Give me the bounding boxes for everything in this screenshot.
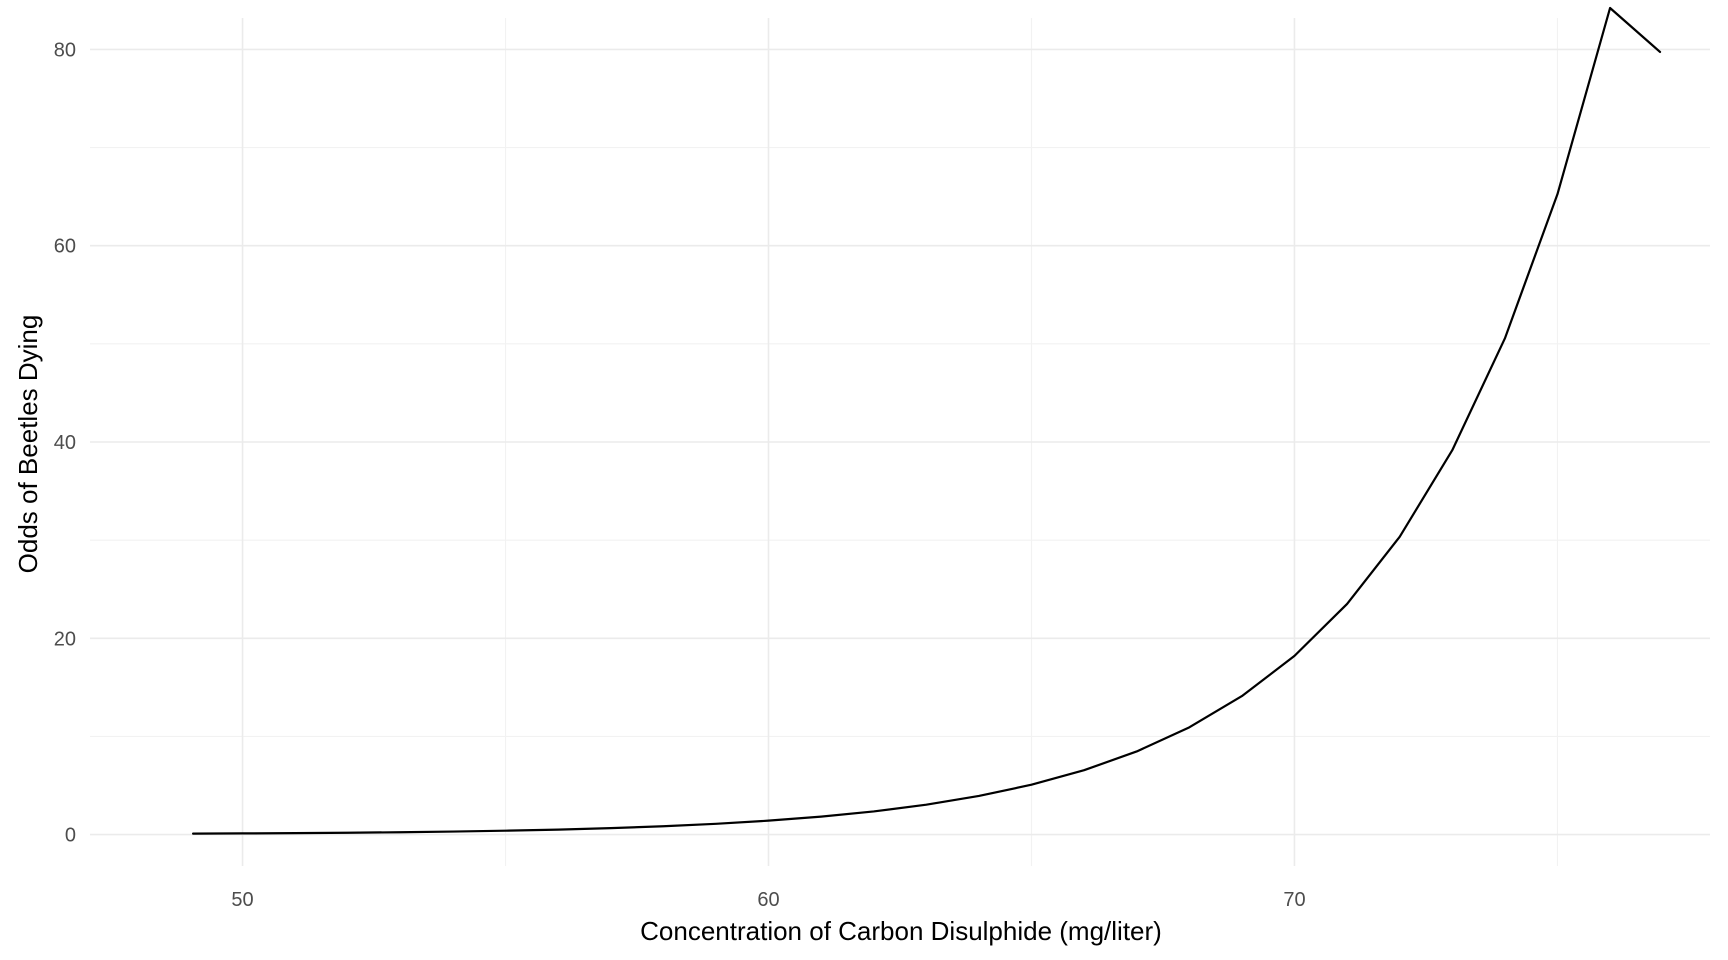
x-tick-label: 50 [231,889,253,911]
x-tick-label: 60 [757,889,779,911]
x-axis-title: Concentration of Carbon Disulphide (mg/l… [640,916,1162,946]
y-tick-label: 80 [54,39,76,61]
y-tick-label: 40 [54,432,76,454]
y-tick-label: 0 [65,825,76,847]
y-tick-label: 20 [54,628,76,650]
curve-layer [191,6,1662,835]
odds-curve-line [191,6,1662,835]
y-axis-tick-labels: 0 20 40 60 80 [54,39,76,846]
x-axis-tick-labels: 50 60 70 [231,889,1305,911]
grid-lines [90,18,1710,866]
y-axis-title: Odds of Beetles Dying [13,315,43,574]
y-tick-label: 60 [54,236,76,258]
x-tick-label: 70 [1283,889,1305,911]
